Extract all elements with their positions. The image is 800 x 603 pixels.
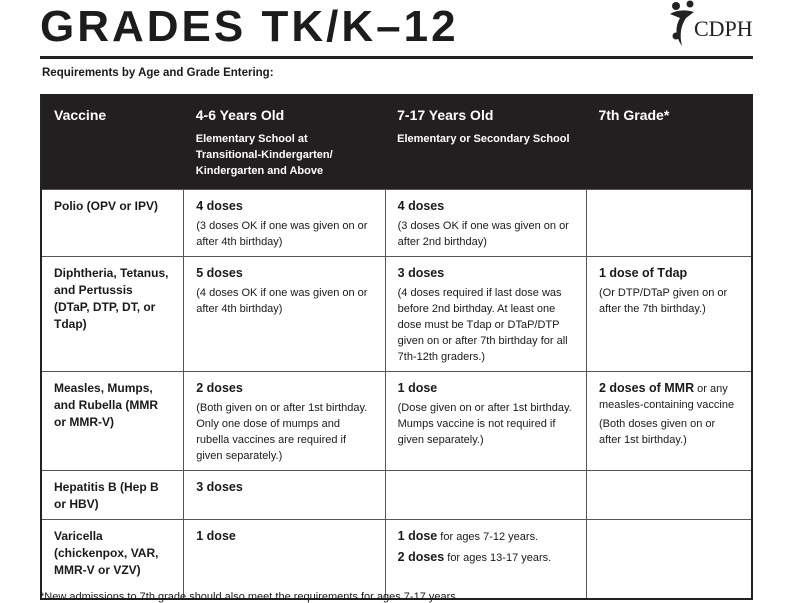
vaccine-name: Hepatitis B (Hep B or HBV) [40, 470, 185, 520]
cdph-logo-icon [670, 0, 694, 46]
table-row: Varicella (chickenpox, VAR, MMR-V or VZV… [40, 519, 753, 599]
dose: 1 dose of Tdap [598, 266, 688, 280]
table-header-row: Vaccine 4-6 Years Old Elementary School a… [41, 95, 752, 190]
dose: 2 doses [397, 550, 445, 564]
subtitle: Requirements by Age and Grade Entering: [42, 67, 274, 79]
note: (3 doses OK if one was given on or after… [196, 220, 368, 248]
cell: 3 doses (4 doses required if last dose wa… [384, 256, 587, 372]
header-7-17: 7-17 Years Old Elementary or Secondary Sc… [385, 95, 587, 190]
cell: 4 doses (3 doses OK if one was given on o… [384, 189, 587, 257]
cell: 2 doses (Both given on or after 1st birth… [183, 371, 386, 471]
table-row: Measles, Mumps, and Rubella (MMR or MMR-… [40, 371, 753, 471]
header-sub: Elementary School at Transitional-Kinder… [195, 133, 333, 177]
dose: 3 doses [397, 266, 445, 280]
cell: 1 dose (Dose given on or after 1st birthd… [384, 371, 587, 471]
note: for ages 7-12 years. [437, 531, 539, 543]
dose: 1 dose [397, 381, 438, 395]
vaccine-name: Polio (OPV or IPV) [40, 189, 185, 257]
note: (Or DTP/DTaP given on or after the 7th b… [598, 287, 728, 315]
dose: 3 doses [196, 480, 243, 494]
cell: 5 doses (4 doses OK if one was given on o… [183, 256, 386, 372]
header-label: 7th Grade* [598, 107, 670, 123]
note: (4 doses OK if one was given on or after… [196, 287, 368, 315]
note: for ages 13-17 years. [444, 552, 552, 564]
header-label: 7-17 Years Old [397, 107, 494, 123]
cell: 1 dose for ages 7-12 years. 2 doses for a… [384, 519, 587, 599]
note: (Both given on or after 1st birthday. On… [196, 402, 368, 462]
dose: 4 doses [397, 199, 445, 213]
header-label: Vaccine [54, 107, 107, 123]
vaccine-name: Measles, Mumps, and Rubella (MMR or MMR-… [40, 371, 185, 471]
note: (Dose given on or after 1st birthday. Mu… [397, 402, 572, 446]
table-row: Hepatitis B (Hep B or HBV) 3 doses [40, 470, 753, 520]
dose: 2 doses of MMR [598, 381, 695, 395]
header-sub: Elementary or Secondary School [397, 133, 570, 145]
title-rule [40, 56, 753, 59]
vaccine-name: Diphtheria, Tetanus, and Pertussis (DTaP… [40, 256, 185, 372]
dose: 5 doses [196, 266, 243, 280]
header-7th-grade: 7th Grade* [586, 95, 752, 190]
cell: 2 doses of MMR or any measles-containing… [585, 371, 753, 471]
dose: 1 dose [196, 529, 236, 543]
page-title: GRADES TK/K–12 [40, 2, 459, 51]
dose: 1 dose [397, 529, 438, 543]
logo-text: CDPH [694, 16, 753, 41]
vaccine-name: Varicella (chickenpox, VAR, MMR-V or VZV… [40, 519, 185, 599]
dose: 4 doses [196, 199, 243, 213]
table-row: Polio (OPV or IPV) 4 doses (3 doses OK if… [40, 189, 753, 257]
cell: 1 dose [183, 519, 386, 599]
cell: 4 doses (3 doses OK if one was given on o… [183, 189, 386, 257]
cell [384, 470, 587, 520]
cell: 3 doses [183, 470, 386, 520]
cell [585, 189, 753, 257]
note: (3 doses OK if one was given on or after… [397, 220, 569, 248]
vaccine-requirements-table: Vaccine 4-6 Years Old Elementary School a… [40, 94, 753, 600]
note: (Both doses given on or after 1st birthd… [598, 418, 716, 446]
cell: 1 dose of Tdap (Or DTP/DTaP given on or a… [585, 256, 753, 372]
cell [585, 519, 753, 599]
header-4-6: 4-6 Years Old Elementary School at Transi… [183, 95, 386, 190]
dose-suffix: or any measles-containing vaccine [598, 383, 735, 411]
note: (4 doses required if last dose was befor… [397, 287, 568, 363]
dose: 2 doses [196, 381, 243, 395]
footnote: *New admissions to 7th grade should also… [40, 591, 459, 603]
table-row: Diphtheria, Tetanus, and Pertussis (DTaP… [40, 256, 753, 372]
header-vaccine: Vaccine [41, 95, 184, 190]
header-label: 4-6 Years Old [195, 107, 285, 123]
cell [585, 470, 753, 520]
